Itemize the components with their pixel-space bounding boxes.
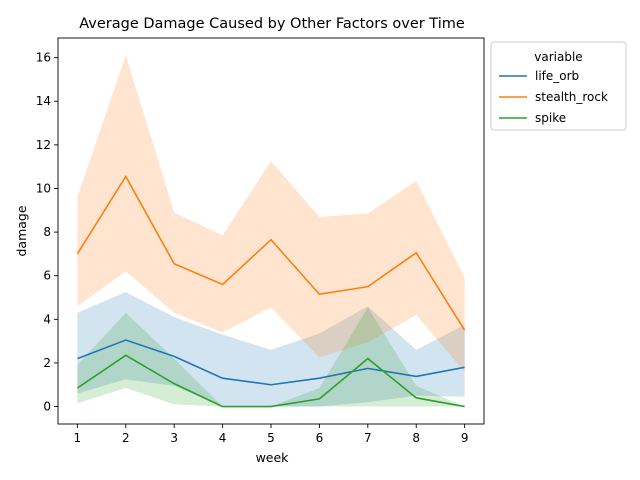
- y-tick-label: 12: [36, 138, 51, 152]
- band-stealth_rock: [77, 55, 465, 372]
- line-stealth_rock: [76, 174, 466, 331]
- x-axis-label: week: [256, 450, 290, 465]
- x-tick-label: 2: [122, 431, 130, 445]
- y-tick-label: 16: [36, 51, 51, 65]
- y-tick-label: 10: [36, 181, 51, 195]
- x-tick-label: 6: [316, 431, 324, 445]
- line-life_orb: [77, 339, 465, 386]
- legend-label-life_orb: life_orb: [535, 69, 579, 83]
- x-tick-label: 7: [364, 431, 372, 445]
- y-tick-label: 8: [43, 225, 51, 239]
- legend-label-stealth_rock: stealth_rock: [535, 90, 608, 104]
- y-tick-label: 2: [43, 356, 51, 370]
- y-tick-label: 4: [43, 312, 51, 326]
- confidence-bands: [77, 55, 465, 407]
- x-tick-label: 1: [74, 431, 82, 445]
- x-tick-label: 4: [219, 431, 227, 445]
- band-life_orb: [77, 292, 465, 407]
- y-tick-label: 6: [43, 269, 51, 283]
- chart-title: Average Damage Caused by Other Factors o…: [79, 16, 465, 32]
- y-axis-label: damage: [14, 205, 29, 256]
- y-tick-label: 0: [43, 400, 51, 414]
- legend-box: [490, 41, 627, 131]
- band-spike: [77, 307, 465, 407]
- x-tick-label: 8: [412, 431, 420, 445]
- legend-title: variable: [534, 50, 582, 64]
- x-axis: 1 2 3 4 5 6 7 8 9: [74, 424, 469, 445]
- x-tick-label: 9: [461, 431, 469, 445]
- y-axis: 0 2 4 6 8 10 12 14 16: [36, 51, 58, 414]
- x-tick-label: 3: [170, 431, 178, 445]
- x-tick-label: 5: [267, 431, 275, 445]
- line-spike: [76, 354, 465, 408]
- series-lines: [76, 174, 466, 408]
- y-tick-label: 14: [36, 94, 51, 108]
- legend-label-spike: spike: [535, 111, 566, 125]
